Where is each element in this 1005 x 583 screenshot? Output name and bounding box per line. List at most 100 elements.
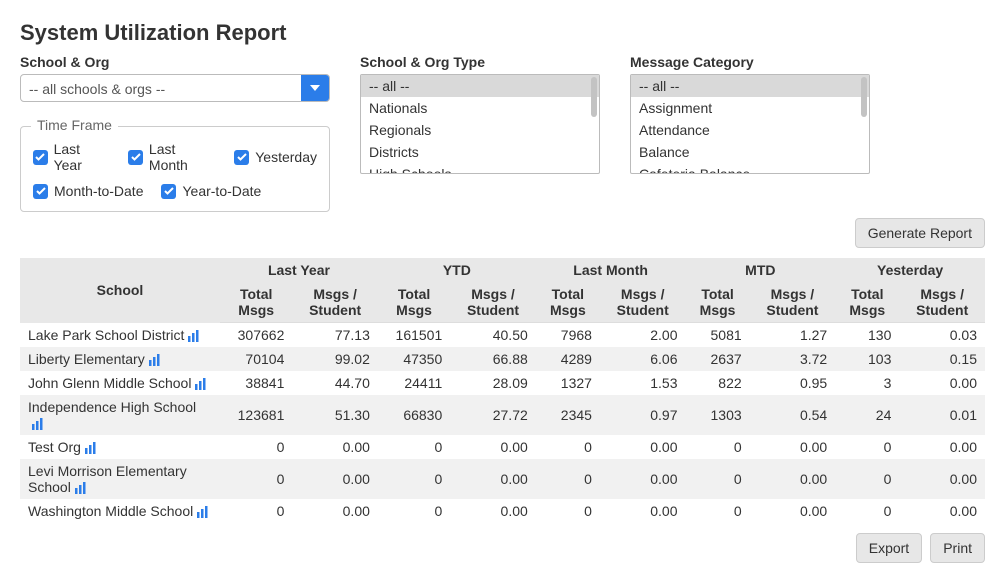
data-cell: 0.00 bbox=[750, 435, 836, 459]
bar-chart-icon[interactable] bbox=[149, 354, 161, 366]
list-item[interactable]: Assignment bbox=[631, 97, 869, 119]
group-yesterday: Yesterday bbox=[835, 258, 985, 282]
data-cell: 0.00 bbox=[450, 459, 536, 499]
row-name: Liberty Elementary bbox=[28, 351, 145, 367]
table-row: Test Org00.0000.0000.0000.0000.00 bbox=[20, 435, 985, 459]
print-button[interactable]: Print bbox=[930, 533, 985, 563]
chevron-down-icon[interactable] bbox=[301, 75, 329, 101]
data-cell: 0 bbox=[378, 459, 450, 499]
data-cell: 2345 bbox=[536, 395, 600, 435]
data-cell: 3.72 bbox=[750, 347, 836, 371]
scrollbar-thumb[interactable] bbox=[861, 77, 867, 117]
subcol-per: Msgs / Student bbox=[750, 282, 836, 323]
school-org-label: School & Org bbox=[20, 54, 330, 70]
data-cell: 47350 bbox=[378, 347, 450, 371]
subcol-total: Total Msgs bbox=[685, 282, 749, 323]
data-cell: 1.53 bbox=[600, 371, 686, 395]
bar-chart-icon[interactable] bbox=[195, 378, 207, 390]
check-last-month[interactable]: Last Month bbox=[128, 141, 216, 173]
data-cell: 99.02 bbox=[292, 347, 378, 371]
data-cell: 0.00 bbox=[600, 459, 686, 499]
msg-category-listbox[interactable]: -- all -- Assignment Attendance Balance … bbox=[630, 74, 870, 174]
bar-chart-icon[interactable] bbox=[85, 442, 97, 454]
group-mtd: MTD bbox=[685, 258, 835, 282]
data-cell: 0 bbox=[378, 499, 450, 523]
export-button[interactable]: Export bbox=[856, 533, 922, 563]
data-cell: 2637 bbox=[685, 347, 749, 371]
list-item[interactable]: Attendance bbox=[631, 119, 869, 141]
row-name-cell: John Glenn Middle School bbox=[20, 371, 220, 395]
list-item[interactable]: High Schools bbox=[361, 163, 599, 174]
checkbox-icon bbox=[33, 184, 48, 199]
data-cell: 0 bbox=[220, 499, 292, 523]
data-cell: 0 bbox=[685, 435, 749, 459]
data-cell: 123681 bbox=[220, 395, 292, 435]
subcol-per: Msgs / Student bbox=[600, 282, 686, 323]
bar-chart-icon[interactable] bbox=[75, 482, 87, 494]
group-ytd: YTD bbox=[378, 258, 536, 282]
data-cell: 0.00 bbox=[899, 435, 985, 459]
subcol-total: Total Msgs bbox=[835, 282, 899, 323]
group-last-month: Last Month bbox=[536, 258, 686, 282]
subcol-per: Msgs / Student bbox=[292, 282, 378, 323]
bar-chart-icon[interactable] bbox=[188, 330, 200, 342]
list-item[interactable]: -- all -- bbox=[361, 75, 599, 97]
data-cell: 0.00 bbox=[450, 499, 536, 523]
row-name-cell: Levi Morrison Elementary School bbox=[20, 459, 220, 499]
data-cell: 0.95 bbox=[750, 371, 836, 395]
data-cell: 307662 bbox=[220, 323, 292, 348]
row-name-cell: Lake Park School District bbox=[20, 323, 220, 348]
data-cell: 0.00 bbox=[292, 435, 378, 459]
data-cell: 1.27 bbox=[750, 323, 836, 348]
data-cell: 3 bbox=[835, 371, 899, 395]
bar-chart-icon[interactable] bbox=[197, 506, 209, 518]
data-cell: 66830 bbox=[378, 395, 450, 435]
check-label: Last Year bbox=[54, 141, 111, 173]
subcol-per: Msgs / Student bbox=[450, 282, 536, 323]
data-cell: 0.00 bbox=[899, 499, 985, 523]
checkbox-icon bbox=[128, 150, 143, 165]
bar-chart-icon[interactable] bbox=[32, 418, 44, 430]
school-org-dropdown[interactable]: -- all schools & orgs -- bbox=[20, 74, 330, 102]
timeframe-legend: Time Frame bbox=[31, 117, 118, 133]
row-name-cell: Liberty Elementary bbox=[20, 347, 220, 371]
table-row: Levi Morrison Elementary School00.0000.0… bbox=[20, 459, 985, 499]
check-ytd[interactable]: Year-to-Date bbox=[161, 183, 261, 199]
data-cell: 5081 bbox=[685, 323, 749, 348]
check-label: Yesterday bbox=[255, 149, 317, 165]
list-item[interactable]: Regionals bbox=[361, 119, 599, 141]
row-name: Levi Morrison Elementary School bbox=[28, 463, 187, 495]
data-cell: 103 bbox=[835, 347, 899, 371]
list-item[interactable]: Nationals bbox=[361, 97, 599, 119]
data-cell: 0 bbox=[536, 459, 600, 499]
row-name-cell: Washington Middle School bbox=[20, 499, 220, 523]
list-item[interactable]: Balance bbox=[631, 141, 869, 163]
table-row: Independence High School12368151.3066830… bbox=[20, 395, 985, 435]
check-mtd[interactable]: Month-to-Date bbox=[33, 183, 143, 199]
data-cell: 0.00 bbox=[600, 499, 686, 523]
org-type-listbox[interactable]: -- all -- Nationals Regionals Districts … bbox=[360, 74, 600, 174]
table-row: Liberty Elementary7010499.024735066.8842… bbox=[20, 347, 985, 371]
data-cell: 161501 bbox=[378, 323, 450, 348]
data-cell: 24 bbox=[835, 395, 899, 435]
subcol-total: Total Msgs bbox=[536, 282, 600, 323]
row-name: John Glenn Middle School bbox=[28, 375, 191, 391]
check-last-year[interactable]: Last Year bbox=[33, 141, 110, 173]
data-cell: 0 bbox=[685, 499, 749, 523]
scrollbar-thumb[interactable] bbox=[591, 77, 597, 117]
check-label: Last Month bbox=[149, 141, 216, 173]
data-cell: 51.30 bbox=[292, 395, 378, 435]
org-type-label: School & Org Type bbox=[360, 54, 600, 70]
list-item[interactable]: Districts bbox=[361, 141, 599, 163]
table-row: John Glenn Middle School3884144.70244112… bbox=[20, 371, 985, 395]
list-item[interactable]: Cafeteria Balance bbox=[631, 163, 869, 174]
check-yesterday[interactable]: Yesterday bbox=[234, 141, 317, 173]
data-cell: 77.13 bbox=[292, 323, 378, 348]
list-item[interactable]: -- all -- bbox=[631, 75, 869, 97]
data-cell: 44.70 bbox=[292, 371, 378, 395]
subcol-per: Msgs / Student bbox=[899, 282, 985, 323]
row-name-cell: Test Org bbox=[20, 435, 220, 459]
row-name: Lake Park School District bbox=[28, 327, 184, 343]
subcol-total: Total Msgs bbox=[220, 282, 292, 323]
generate-report-button[interactable]: Generate Report bbox=[855, 218, 985, 248]
